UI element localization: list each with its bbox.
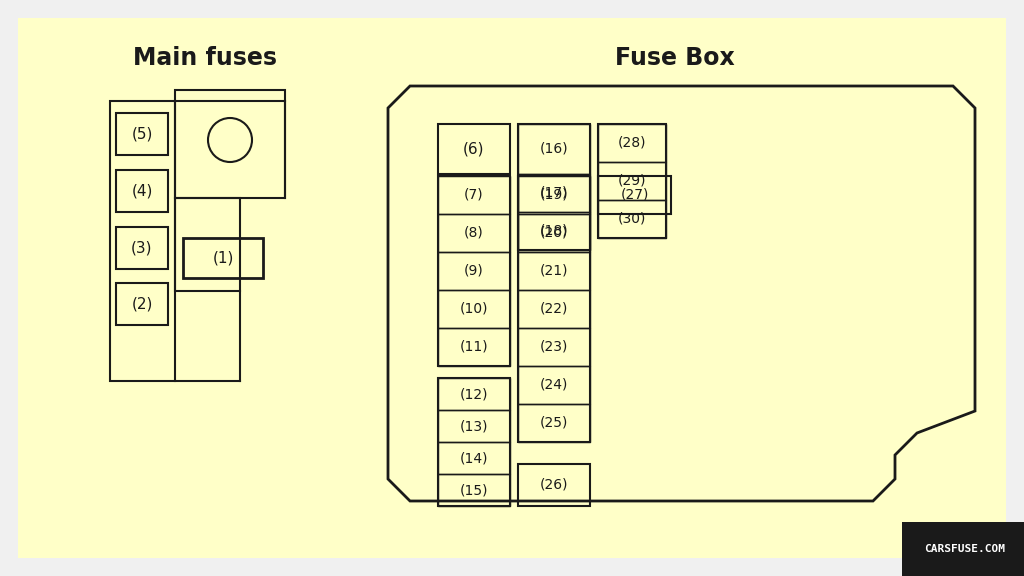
Text: (21): (21): [540, 264, 568, 278]
Bar: [438, 252, 510, 290]
Text: (9): (9): [464, 264, 484, 278]
Bar: [116, 283, 168, 325]
Text: (15): (15): [460, 483, 488, 497]
Text: (23): (23): [540, 340, 568, 354]
Text: (20): (20): [540, 226, 568, 240]
Bar: [438, 214, 510, 252]
Text: (13): (13): [460, 419, 488, 433]
Text: (2): (2): [131, 297, 153, 312]
Bar: [518, 290, 590, 328]
Text: (26): (26): [540, 478, 568, 492]
Bar: [175, 198, 240, 291]
Bar: [598, 200, 666, 238]
Text: (10): (10): [460, 302, 488, 316]
Bar: [438, 378, 510, 506]
Bar: [438, 290, 510, 328]
Text: (27): (27): [621, 188, 648, 202]
Bar: [598, 124, 666, 238]
Bar: [438, 474, 510, 506]
Text: (8): (8): [464, 226, 484, 240]
Text: (28): (28): [617, 136, 646, 150]
Text: CARSFUSE.COM: CARSFUSE.COM: [924, 544, 1005, 554]
Bar: [518, 124, 590, 174]
Bar: [598, 176, 671, 214]
Bar: [175, 90, 285, 198]
Bar: [116, 113, 168, 155]
Bar: [116, 227, 168, 269]
Bar: [518, 404, 590, 442]
Bar: [438, 378, 510, 410]
Bar: [518, 176, 590, 214]
Text: (14): (14): [460, 451, 488, 465]
Text: (6): (6): [463, 142, 484, 157]
Text: (17): (17): [540, 186, 568, 200]
Text: (4): (4): [131, 184, 153, 199]
Bar: [518, 214, 590, 252]
Text: (12): (12): [460, 387, 488, 401]
Text: (3): (3): [131, 241, 153, 256]
Bar: [598, 162, 666, 200]
Bar: [518, 176, 590, 442]
Bar: [116, 170, 168, 212]
Bar: [598, 124, 666, 162]
Bar: [518, 366, 590, 404]
Bar: [518, 464, 590, 506]
Text: Fuse Box: Fuse Box: [615, 46, 735, 70]
Text: (24): (24): [540, 378, 568, 392]
Bar: [110, 101, 175, 381]
Bar: [438, 410, 510, 442]
Bar: [518, 252, 590, 290]
Text: (7): (7): [464, 188, 483, 202]
Text: (11): (11): [460, 340, 488, 354]
Bar: [438, 328, 510, 366]
Text: (30): (30): [617, 212, 646, 226]
Text: (25): (25): [540, 416, 568, 430]
Text: (18): (18): [540, 224, 568, 238]
Text: Main fuses: Main fuses: [133, 46, 278, 70]
Text: (29): (29): [617, 174, 646, 188]
Bar: [438, 442, 510, 474]
Text: (22): (22): [540, 302, 568, 316]
Bar: [438, 176, 510, 214]
Text: (5): (5): [131, 127, 153, 142]
Bar: [518, 328, 590, 366]
Text: (16): (16): [540, 142, 568, 156]
Bar: [438, 124, 510, 174]
Text: (1): (1): [212, 251, 233, 266]
Bar: [438, 176, 510, 366]
Bar: [518, 124, 590, 250]
Bar: [518, 212, 590, 250]
Text: (19): (19): [540, 188, 568, 202]
Bar: [518, 174, 590, 212]
Bar: [183, 238, 263, 278]
